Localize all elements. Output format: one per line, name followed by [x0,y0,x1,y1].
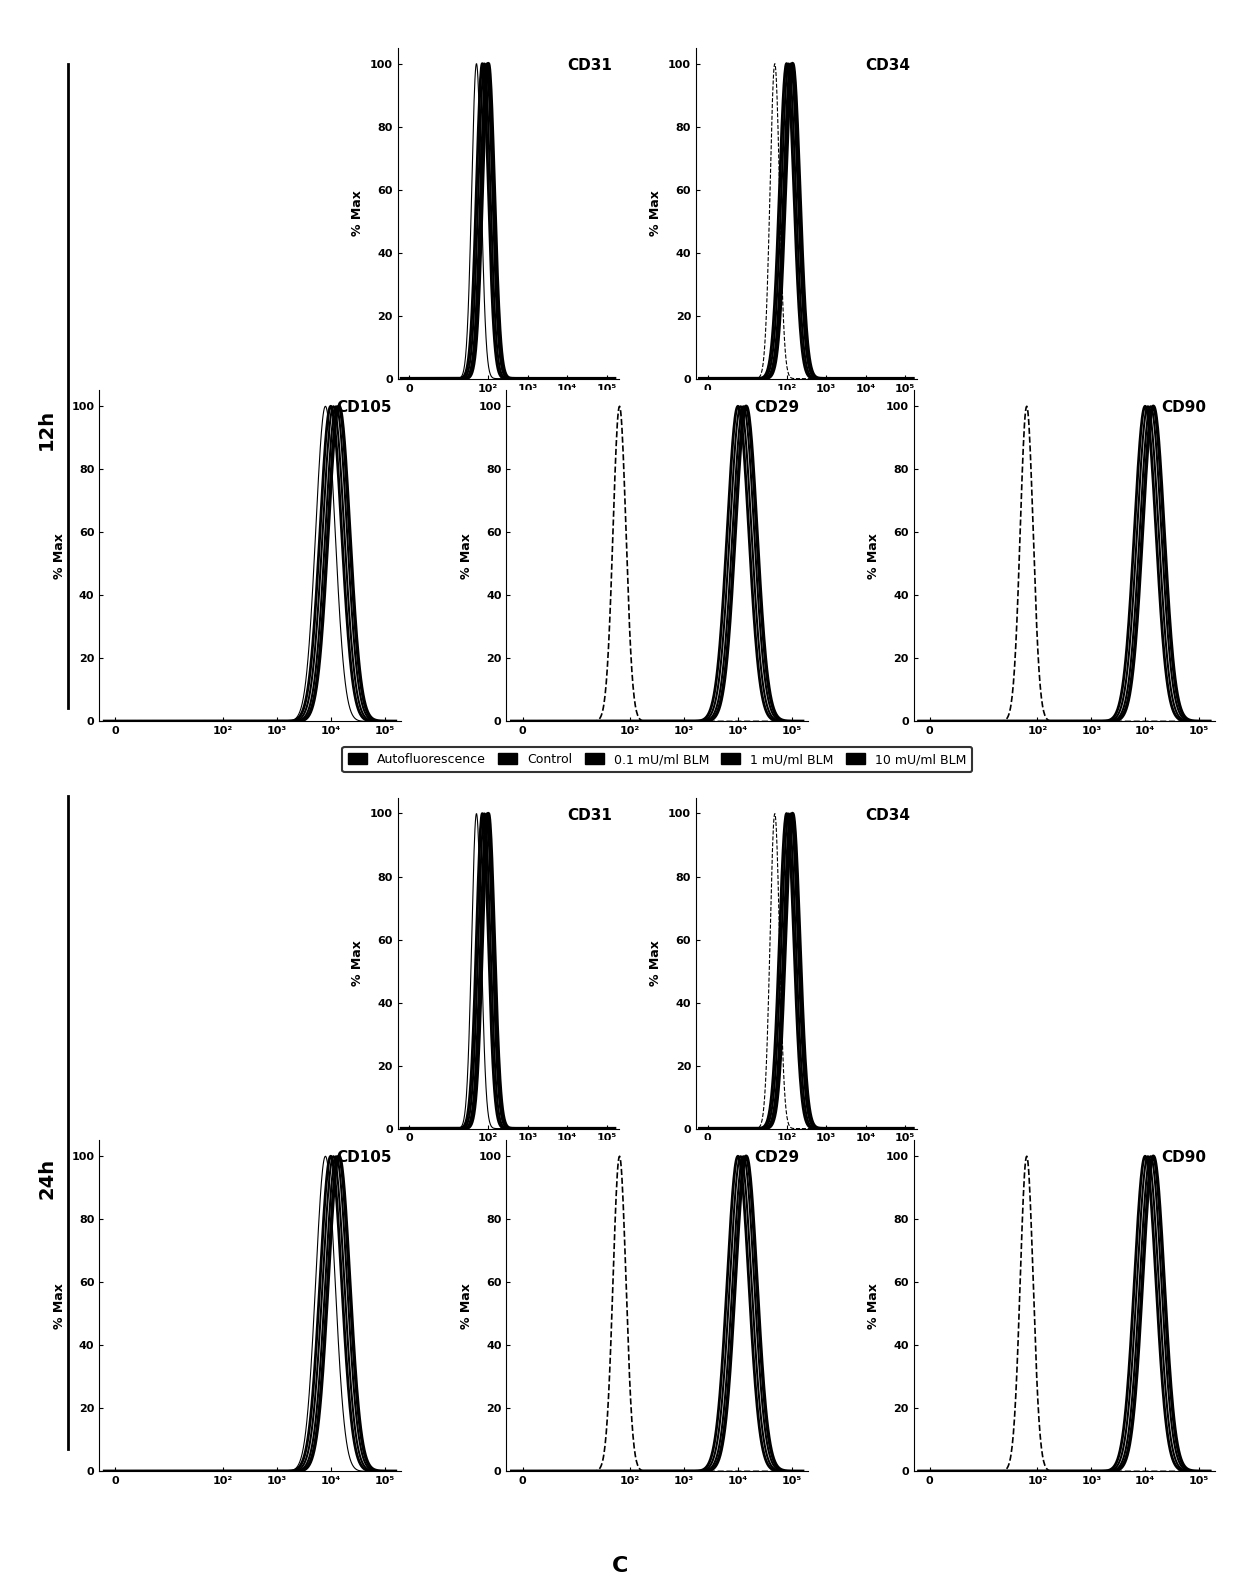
Y-axis label: % Max: % Max [650,191,662,236]
Text: CD29: CD29 [754,1151,799,1165]
Text: 24h: 24h [37,1157,56,1199]
Text: CD105: CD105 [336,1151,392,1165]
Text: C: C [611,1555,629,1576]
Y-axis label: % Max: % Max [460,533,472,579]
Text: 12h: 12h [37,409,56,451]
Y-axis label: % Max: % Max [650,941,662,985]
Y-axis label: % Max: % Max [867,1283,880,1329]
Text: CD34: CD34 [866,807,910,823]
Text: CD90: CD90 [1161,401,1207,416]
Text: CD29: CD29 [754,401,799,416]
Y-axis label: % Max: % Max [53,533,66,579]
Y-axis label: % Max: % Max [460,1283,472,1329]
Text: CD90: CD90 [1161,1151,1207,1165]
Text: CD31: CD31 [567,57,611,73]
Text: CD105: CD105 [336,401,392,416]
Y-axis label: % Max: % Max [53,1283,66,1329]
Legend: Autofluorescence, Control, 0.1 mU/ml BLM, 1 mU/ml BLM, 10 mU/ml BLM: Autofluorescence, Control, 0.1 mU/ml BLM… [342,747,972,772]
Y-axis label: % Max: % Max [867,533,880,579]
Text: CD31: CD31 [567,807,611,823]
Y-axis label: % Max: % Max [351,941,365,985]
Y-axis label: % Max: % Max [351,191,365,236]
Text: CD34: CD34 [866,57,910,73]
